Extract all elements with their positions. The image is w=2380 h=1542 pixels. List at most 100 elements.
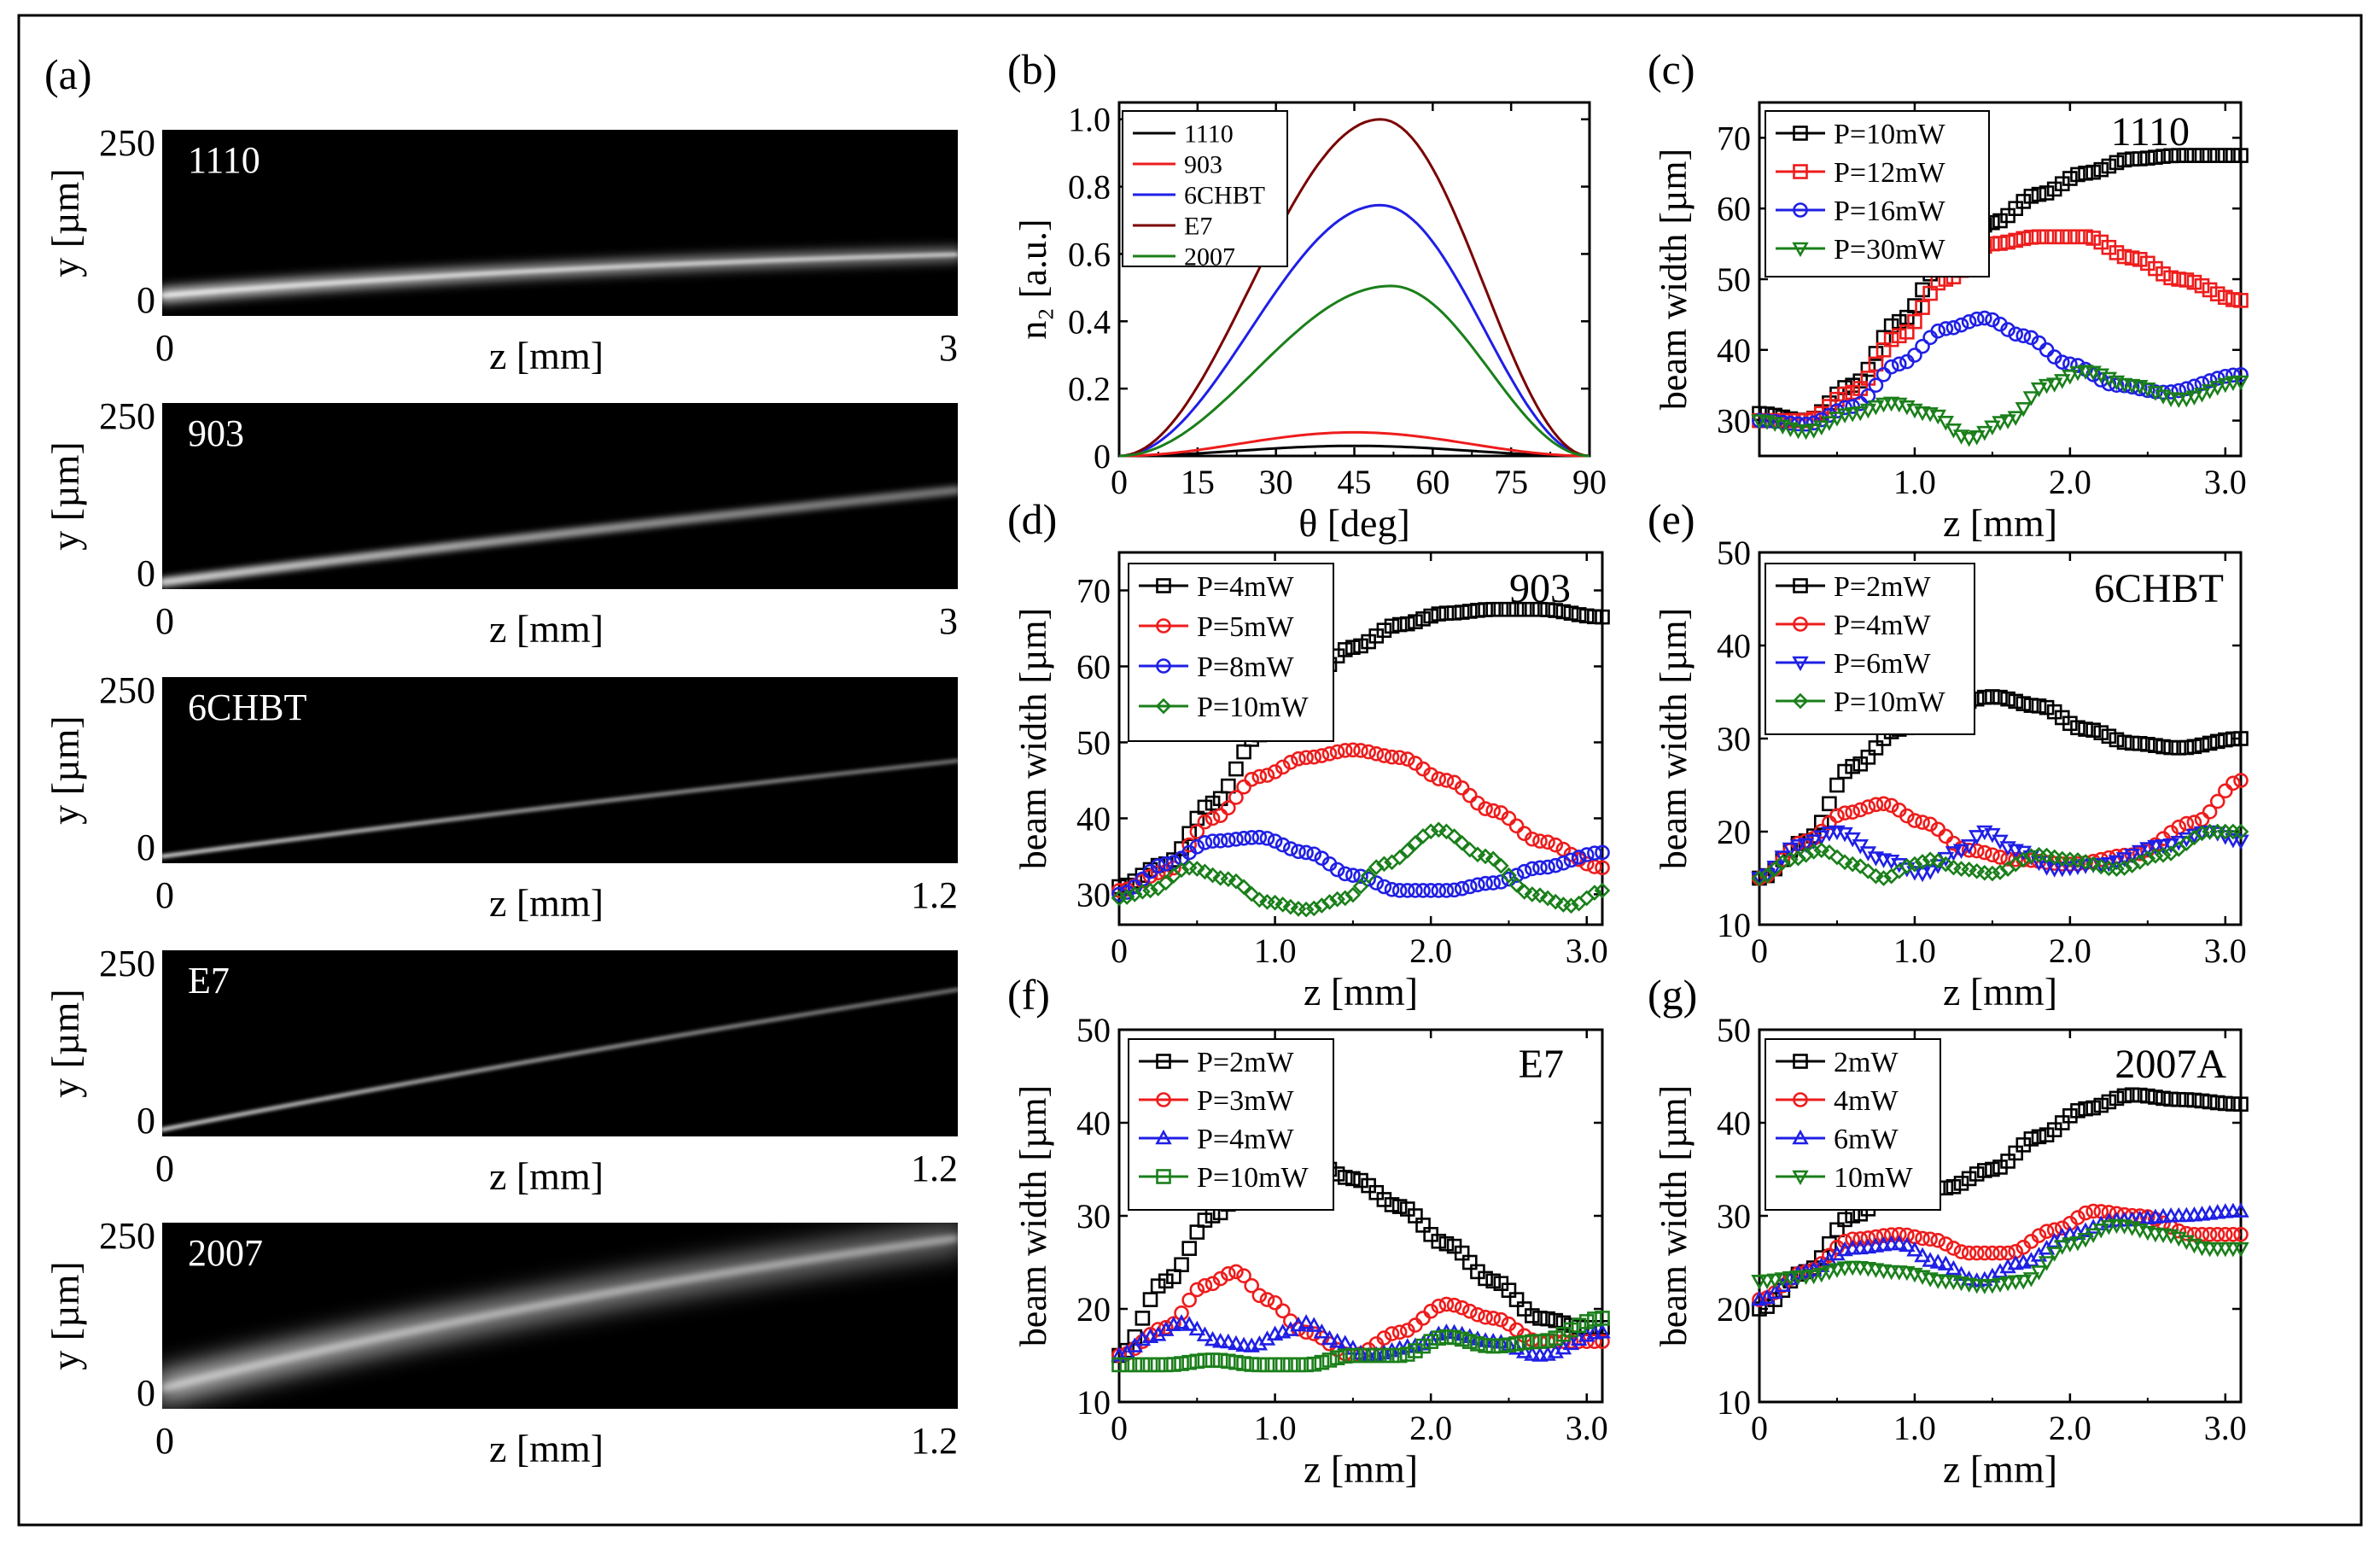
data-point [2039, 1127, 2055, 1142]
data-point [1368, 1347, 1385, 1364]
data-point [2038, 1256, 2056, 1271]
data-point [1984, 420, 2001, 435]
data-point [1891, 328, 1907, 344]
data-point [1875, 397, 1893, 413]
data-point [1298, 901, 1315, 918]
data-point [2054, 1240, 2071, 1255]
data-point [1150, 1278, 1166, 1294]
plot-annotation: 1110 [2111, 109, 2190, 155]
data-point [2155, 839, 2172, 855]
data-point [2116, 1088, 2132, 1104]
y-tick-label: 70 [1076, 571, 1111, 610]
data-point [1563, 846, 1579, 862]
data-point [1431, 883, 1447, 898]
data-point [1361, 871, 1376, 887]
data-point [1516, 1335, 1532, 1351]
data-point [2147, 839, 2164, 856]
data-point [1929, 1253, 1946, 1269]
data-point [1797, 1270, 1815, 1286]
x-tick-label: 0 [1751, 1409, 1768, 1447]
data-point [2101, 1094, 2117, 1110]
data-point [2209, 148, 2225, 163]
legend: P=2mW P=4mW P=6mW P=10mW [1765, 563, 1975, 735]
legend-item: P=6mW [1776, 648, 1932, 680]
y-tick-label: 50 [1076, 723, 1111, 762]
data-point [2124, 250, 2140, 266]
data-point [1493, 1338, 1509, 1354]
x-tick-label: 2.0 [2049, 1409, 2091, 1447]
data-point [1291, 844, 1306, 860]
data-point [2201, 384, 2219, 400]
data-point [2218, 289, 2233, 306]
data-point [1516, 884, 1533, 900]
data-point [2202, 735, 2218, 751]
data-point [2023, 1131, 2039, 1147]
data-point [1150, 865, 1166, 881]
data-point [1563, 852, 1579, 868]
data-point [1860, 862, 1876, 879]
data-point [1899, 808, 1915, 824]
data-point [2116, 860, 2132, 876]
data-point [1189, 838, 1205, 855]
x-tick-label: 1.2 [911, 1420, 958, 1462]
data-point [2069, 365, 2086, 382]
data-point [2163, 148, 2179, 164]
data-point [2163, 1091, 2179, 1107]
data-point [1228, 790, 1244, 805]
data-point [1438, 1329, 1455, 1345]
data-point [2186, 274, 2202, 290]
y-axis-label: y [µm] [44, 441, 87, 550]
data-point [1868, 377, 1884, 394]
data-point [1305, 900, 1322, 917]
data-point [1929, 852, 1946, 869]
data-point [2008, 693, 2023, 710]
data-point [2233, 1096, 2249, 1112]
y-axis-label: beam width [µm] [1012, 608, 1054, 869]
legend-label: P=30mW [1834, 234, 1946, 266]
series-P=30mW [1751, 365, 2249, 447]
data-point [1376, 1192, 1392, 1207]
data-point [2054, 229, 2070, 245]
data-point [1267, 1294, 1283, 1311]
data-point [1976, 425, 1993, 441]
data-point [1813, 1267, 1830, 1283]
data-point [1352, 878, 1369, 895]
data-point [1793, 202, 1808, 218]
data-point [2062, 861, 2079, 877]
data-point [1822, 796, 1837, 812]
data-point [2109, 245, 2125, 260]
data-point [1259, 831, 1275, 846]
data-point [2225, 1241, 2242, 1258]
data-point [1992, 236, 2008, 251]
data-point [1907, 813, 1922, 828]
legend-item: 1110 [1133, 120, 1234, 149]
legend-item: P=10mW [1139, 1162, 1310, 1194]
data-point [1985, 1245, 2000, 1261]
data-point [2194, 825, 2210, 842]
data-point [1961, 1245, 1977, 1261]
plot-annotation: 6CHBT [2094, 566, 2224, 611]
legend-label: P=10mW [1197, 1162, 1310, 1194]
data-point [1259, 768, 1275, 783]
data-point [1212, 808, 1228, 823]
data-point [1345, 886, 1362, 903]
data-point [2179, 272, 2195, 288]
data-point [1422, 823, 1439, 840]
data-point [1793, 126, 1808, 141]
data-point [1875, 1228, 1892, 1243]
x-tick-label: 3.0 [2204, 463, 2247, 501]
data-point [1540, 1311, 1555, 1327]
data-point [1384, 881, 1400, 897]
data-point [1298, 844, 1314, 861]
data-point [1485, 1338, 1501, 1354]
data-point [1960, 839, 1978, 855]
plot-annotation: 903 [1509, 566, 1571, 611]
y-tick-label: 10 [1717, 1383, 1751, 1422]
legend: P=4mW P=5mW P=8mW P=10mW [1128, 563, 1334, 742]
data-point [1314, 748, 1330, 763]
data-point [1524, 1346, 1541, 1361]
data-point [1376, 1347, 1392, 1364]
y-tick-label: 0 [1094, 437, 1111, 476]
y-tick-label: 0 [137, 1372, 155, 1414]
